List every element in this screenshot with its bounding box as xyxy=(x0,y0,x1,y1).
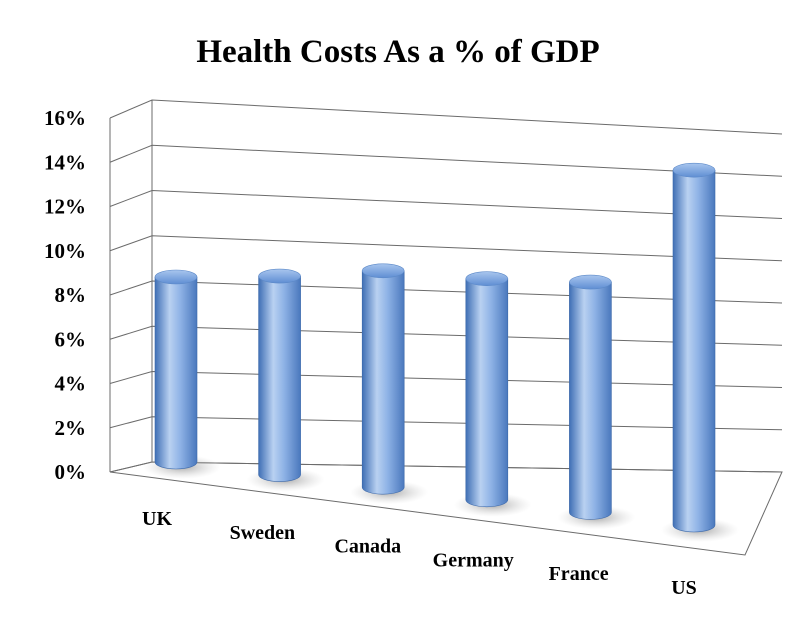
y-tick-label: 4% xyxy=(55,372,87,396)
y-tick-label: 14% xyxy=(44,150,86,174)
bar-canada xyxy=(361,263,405,495)
bar-sweden xyxy=(258,268,301,482)
bar-uk xyxy=(154,269,198,470)
bar-body xyxy=(672,169,716,533)
bar-germany xyxy=(465,271,509,508)
bar-body xyxy=(154,276,198,470)
bars xyxy=(154,162,716,533)
category-label: Germany xyxy=(433,549,514,571)
y-tick-label: 2% xyxy=(55,416,87,440)
bar-body xyxy=(361,270,405,495)
gridlines xyxy=(109,99,783,556)
bar-top xyxy=(361,263,405,279)
bar-top xyxy=(258,268,301,284)
bar-top xyxy=(672,162,716,178)
category-label: France xyxy=(549,563,609,585)
bar-body xyxy=(258,275,301,482)
y-tick-label: 16% xyxy=(44,106,86,130)
bar-top xyxy=(465,271,509,286)
y-tick-label: 10% xyxy=(44,239,86,263)
y-tick-label: 6% xyxy=(55,327,87,351)
category-label: UK xyxy=(142,508,172,530)
bar-top xyxy=(154,269,198,285)
category-label: Canada xyxy=(334,536,401,558)
y-tick-label: 8% xyxy=(55,283,87,307)
category-label: Sweden xyxy=(230,522,296,544)
bar-france xyxy=(569,274,612,520)
bar-body xyxy=(465,278,509,508)
bar-body xyxy=(569,281,612,520)
category-label: US xyxy=(671,577,697,599)
y-tick-label: 12% xyxy=(44,195,86,219)
y-axis-tick-labels: 0% 2% 4% 6% 8% 10% 12% 14% 16% xyxy=(44,106,86,484)
x-axis-category-labels: UK Sweden Canada Germany France US xyxy=(142,508,697,599)
bar-top xyxy=(569,274,612,290)
bar-us xyxy=(672,162,716,533)
chart-title: Health Costs As a % of GDP xyxy=(196,34,599,70)
y-tick-label: 0% xyxy=(55,460,87,484)
gridline xyxy=(109,99,783,135)
